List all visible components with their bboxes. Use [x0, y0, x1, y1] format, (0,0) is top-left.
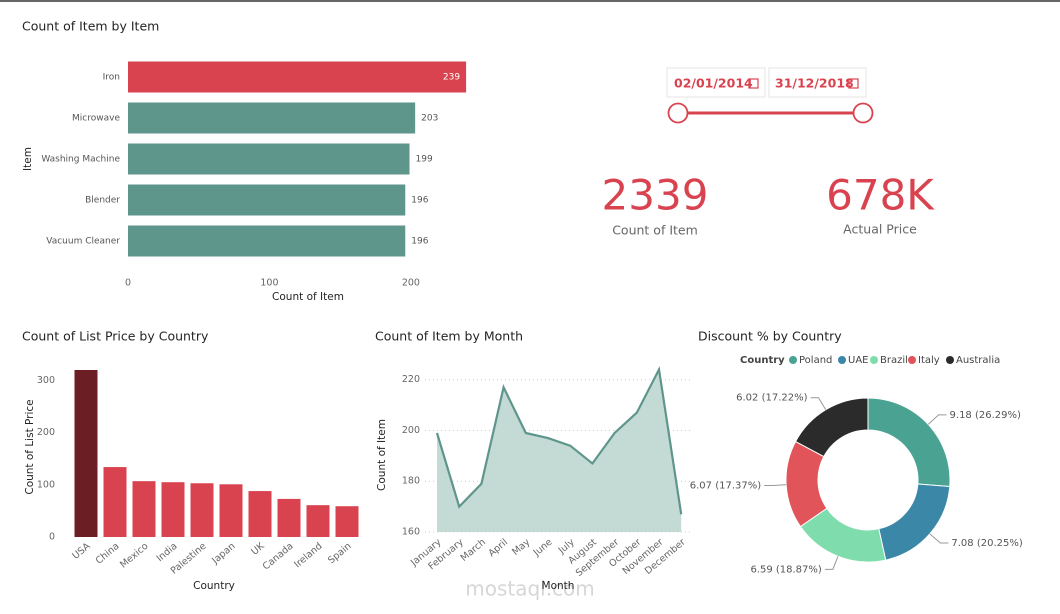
bar — [132, 481, 156, 537]
legend-label: Poland — [799, 355, 832, 366]
leader-line — [929, 533, 949, 544]
calendar-icon[interactable] — [848, 78, 859, 89]
data-label: 203 — [421, 114, 438, 124]
x-tick-label: India — [155, 541, 180, 564]
bar — [335, 506, 359, 537]
y-axis-title: Count of Item — [376, 419, 388, 491]
legend-label: Brazil — [880, 355, 908, 366]
leader-line — [764, 484, 787, 487]
chart-title: Count of List Price by Country — [22, 329, 209, 344]
chart-title: Count of Item by Item — [22, 19, 159, 34]
bar — [219, 484, 243, 537]
data-label: 9.18 (26.29%) — [950, 410, 1021, 421]
watermark: mostaql.com — [465, 577, 595, 601]
legend-marker — [870, 356, 878, 364]
leader-line — [927, 414, 947, 425]
bar — [128, 225, 406, 257]
x-tick-label: 200 — [402, 278, 420, 289]
data-label: 6.59 (18.87%) — [750, 564, 821, 575]
card-value: 678K — [826, 171, 935, 220]
end-date-box[interactable] — [768, 67, 867, 98]
slider-handle[interactable] — [852, 102, 874, 124]
data-label: 6.07 (17.37%) — [690, 481, 761, 492]
y-tick-label: Blender — [85, 196, 120, 206]
data-label: 196 — [411, 196, 428, 206]
data-label: 7.08 (20.25%) — [951, 538, 1022, 549]
y-axis-title: Item — [22, 147, 34, 171]
x-tick-label: April — [486, 537, 510, 559]
legend-title: Country — [740, 355, 785, 366]
date-slicer[interactable]: 02/01/2014 31/12/2018 — [666, 67, 874, 124]
donut-slice — [878, 483, 951, 561]
bar — [161, 482, 185, 537]
x-tick-label: 0 — [125, 278, 131, 289]
y-tick-label: Microwave — [72, 114, 120, 124]
data-label: 199 — [416, 155, 433, 165]
leader-line — [810, 397, 827, 410]
y-tick-label: Washing Machine — [41, 155, 120, 165]
bar — [190, 483, 214, 537]
legend-marker — [908, 356, 916, 364]
donut-slice — [794, 397, 869, 458]
bar — [128, 102, 416, 134]
x-axis-title: Month — [542, 580, 575, 592]
area — [437, 369, 682, 532]
bar — [128, 143, 410, 175]
bar — [128, 184, 406, 216]
legend-label: Australia — [956, 355, 1000, 366]
bar — [248, 491, 272, 537]
x-tick-label: USA — [70, 540, 93, 561]
legend-marker — [838, 356, 846, 364]
slider-handle[interactable] — [667, 102, 689, 124]
leader-line — [824, 556, 839, 570]
card-label: Actual Price — [843, 222, 917, 237]
x-tick-label: UK — [249, 540, 267, 557]
y-tick-label: 100 — [37, 479, 55, 490]
x-tick-label: Canada — [261, 541, 296, 573]
y-tick-label: 160 — [402, 527, 420, 538]
x-tick-label: Spain — [326, 541, 353, 566]
y-tick-label: Iron — [103, 73, 120, 83]
x-tick-label: Mexico — [118, 541, 151, 571]
y-axis-title: Count of List Price — [24, 399, 36, 494]
x-tick-label: March — [459, 537, 488, 564]
y-tick-label: 200 — [37, 427, 55, 438]
bar — [74, 370, 98, 537]
x-tick-label: Ireland — [292, 541, 324, 571]
data-label: 196 — [411, 237, 428, 247]
card-value: 2339 — [602, 171, 709, 220]
chart-title: Count of Item by Month — [375, 329, 523, 344]
donut-slice — [867, 397, 951, 488]
legend-label: Italy — [918, 355, 940, 366]
y-tick-label: 220 — [402, 374, 420, 385]
legend-label: UAE — [848, 355, 868, 366]
bar — [103, 467, 127, 537]
chart-title: Discount % by Country — [698, 329, 842, 344]
bar — [128, 61, 467, 93]
legend-marker — [946, 356, 954, 364]
card-label: Count of Item — [612, 223, 698, 238]
x-tick-label: June — [531, 537, 555, 559]
line — [435, 366, 683, 515]
y-tick-label: 0 — [49, 532, 55, 543]
x-tick-label: May — [510, 537, 532, 558]
bar — [277, 498, 301, 537]
x-axis-title: Country — [193, 580, 235, 592]
legend-marker — [789, 356, 797, 364]
data-label: 6.02 (17.22%) — [736, 393, 807, 404]
end-date: 31/12/2018 — [775, 76, 854, 91]
bar — [306, 505, 330, 537]
y-tick-label: 180 — [402, 476, 420, 487]
y-tick-label: 300 — [37, 375, 55, 386]
y-tick-label: 200 — [402, 425, 420, 436]
x-tick-label: 100 — [260, 278, 278, 289]
calendar-icon[interactable] — [748, 78, 759, 89]
start-date: 02/01/2014 — [674, 76, 753, 91]
data-label: 239 — [443, 73, 460, 83]
x-axis-title: Count of Item — [272, 291, 344, 303]
y-tick-label: Vacuum Cleaner — [46, 237, 120, 247]
x-tick-label: Japan — [209, 541, 237, 567]
